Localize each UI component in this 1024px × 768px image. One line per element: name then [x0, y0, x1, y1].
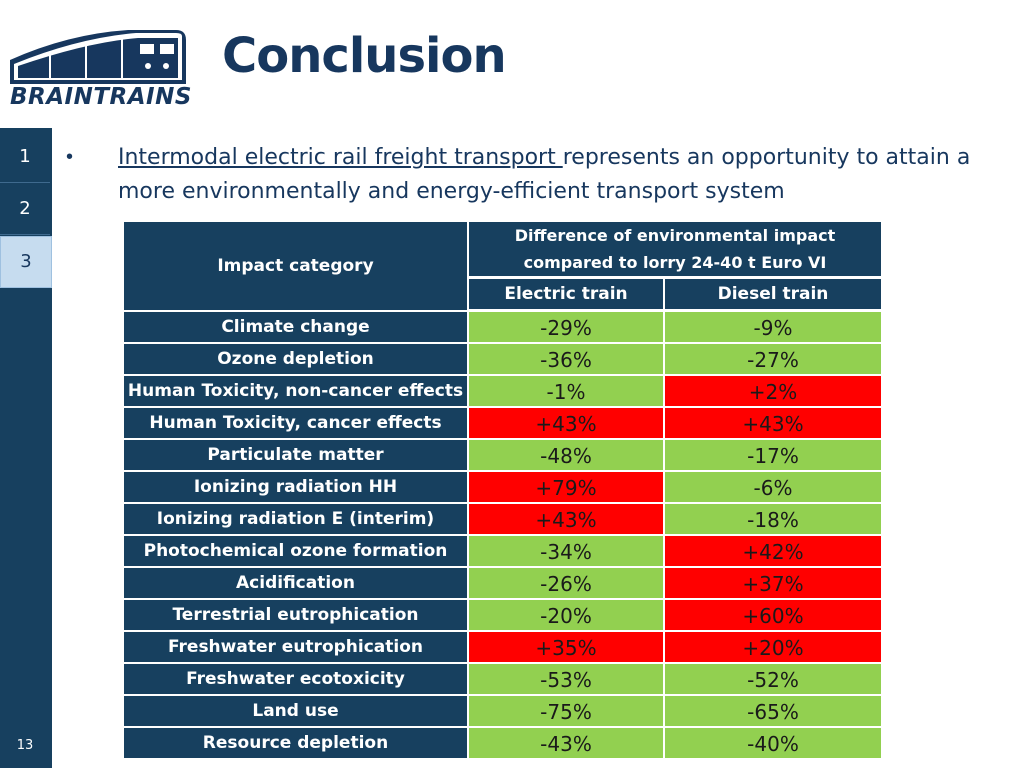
table-row: Terrestrial eutrophication -20% +60% [124, 600, 882, 632]
sidebar-tab-3[interactable]: 3 [0, 236, 52, 288]
electric-train-value: +35% [469, 632, 663, 662]
electric-train-value: +43% [469, 408, 663, 438]
electric-train-value: -75% [469, 696, 663, 726]
impact-category-cell: Climate change [124, 312, 467, 342]
diesel-train-value: +42% [665, 536, 881, 566]
impact-category-cell: Human Toxicity, non-cancer effects [124, 376, 467, 406]
impact-category-cell: Ionizing radiation HH [124, 472, 467, 502]
electric-train-value: -1% [469, 376, 663, 406]
table-row: Climate change -29% -9% [124, 312, 882, 344]
impact-category-cell: Freshwater ecotoxicity [124, 664, 467, 694]
impact-category-cell: Ionizing radiation E (interim) [124, 504, 467, 534]
electric-train-value: -29% [469, 312, 663, 342]
diesel-train-value: +43% [665, 408, 881, 438]
diesel-train-value: -9% [665, 312, 881, 342]
logo-wordmark: BRAINTRAINS [10, 84, 192, 110]
table-row: Ionizing radiation E (interim) +43% -18% [124, 504, 882, 536]
electric-train-value: -20% [469, 600, 663, 630]
impact-category-cell: Ozone depletion [124, 344, 467, 374]
impact-category-cell: Freshwater eutrophication [124, 632, 467, 662]
impact-category-cell: Terrestrial eutrophication [124, 600, 467, 630]
slide-title: Conclusion [222, 28, 507, 84]
electric-train-value: -48% [469, 440, 663, 470]
electric-train-value: -34% [469, 536, 663, 566]
header-impact-category: Impact category [124, 222, 467, 310]
impact-category-cell: Land use [124, 696, 467, 726]
diesel-train-value: +60% [665, 600, 881, 630]
bullet-rest: represents an opportunity to attain a mo… [118, 145, 971, 204]
electric-train-value: +43% [469, 504, 663, 534]
braintrains-logo-train-icon [10, 30, 186, 84]
impact-category-cell: Resource depletion [124, 728, 467, 758]
diesel-train-value: -18% [665, 504, 881, 534]
bullet-text: Intermodal electric rail freight transpo… [118, 141, 1013, 209]
impact-category-cell: Acidification [124, 568, 467, 598]
table-row: Human Toxicity, cancer effects +43% +43% [124, 408, 882, 440]
impact-category-cell: Photochemical ozone formation [124, 536, 467, 566]
diesel-train-value: +37% [665, 568, 881, 598]
impact-category-cell: Human Toxicity, cancer effects [124, 408, 467, 438]
sidebar-tab-1[interactable]: 1 [0, 132, 50, 183]
diesel-train-value: -40% [665, 728, 881, 758]
table-row: Freshwater ecotoxicity -53% -52% [124, 664, 882, 696]
table-row: Particulate matter -48% -17% [124, 440, 882, 472]
diesel-train-value: +2% [665, 376, 881, 406]
diesel-train-value: -17% [665, 440, 881, 470]
electric-train-value: -43% [469, 728, 663, 758]
diesel-train-value: -52% [665, 664, 881, 694]
table-row: Photochemical ozone formation -34% +42% [124, 536, 882, 568]
diesel-train-value: -65% [665, 696, 881, 726]
table-row: Human Toxicity, non-cancer effects -1% +2% [124, 376, 882, 408]
page-number: 13 [16, 738, 34, 753]
header-difference-group: Difference of environmental impact compa… [469, 222, 881, 276]
diesel-train-value: -6% [665, 472, 881, 502]
diesel-train-value: -27% [665, 344, 881, 374]
table-row: Freshwater eutrophication +35% +20% [124, 632, 882, 664]
slide-sidebar: 1 2 3 [0, 128, 52, 768]
header-electric-train: Electric train [469, 279, 663, 309]
header-diesel-train: Diesel train [665, 279, 881, 309]
table-row: Acidification -26% +37% [124, 568, 882, 600]
electric-train-value: -53% [469, 664, 663, 694]
impact-category-cell: Particulate matter [124, 440, 467, 470]
diesel-train-value: +20% [665, 632, 881, 662]
table-row: Land use -75% -65% [124, 696, 882, 728]
table-row: Ionizing radiation HH +79% -6% [124, 472, 882, 504]
sidebar-tab-2[interactable]: 2 [0, 184, 50, 235]
electric-train-value: -26% [469, 568, 663, 598]
bullet-marker: • [66, 146, 74, 168]
electric-train-value: -36% [469, 344, 663, 374]
table-row: Resource depletion -43% -40% [124, 728, 882, 760]
bullet-link[interactable]: Intermodal electric rail freight transpo… [118, 145, 563, 170]
electric-train-value: +79% [469, 472, 663, 502]
table-row: Ozone depletion -36% -27% [124, 344, 882, 376]
